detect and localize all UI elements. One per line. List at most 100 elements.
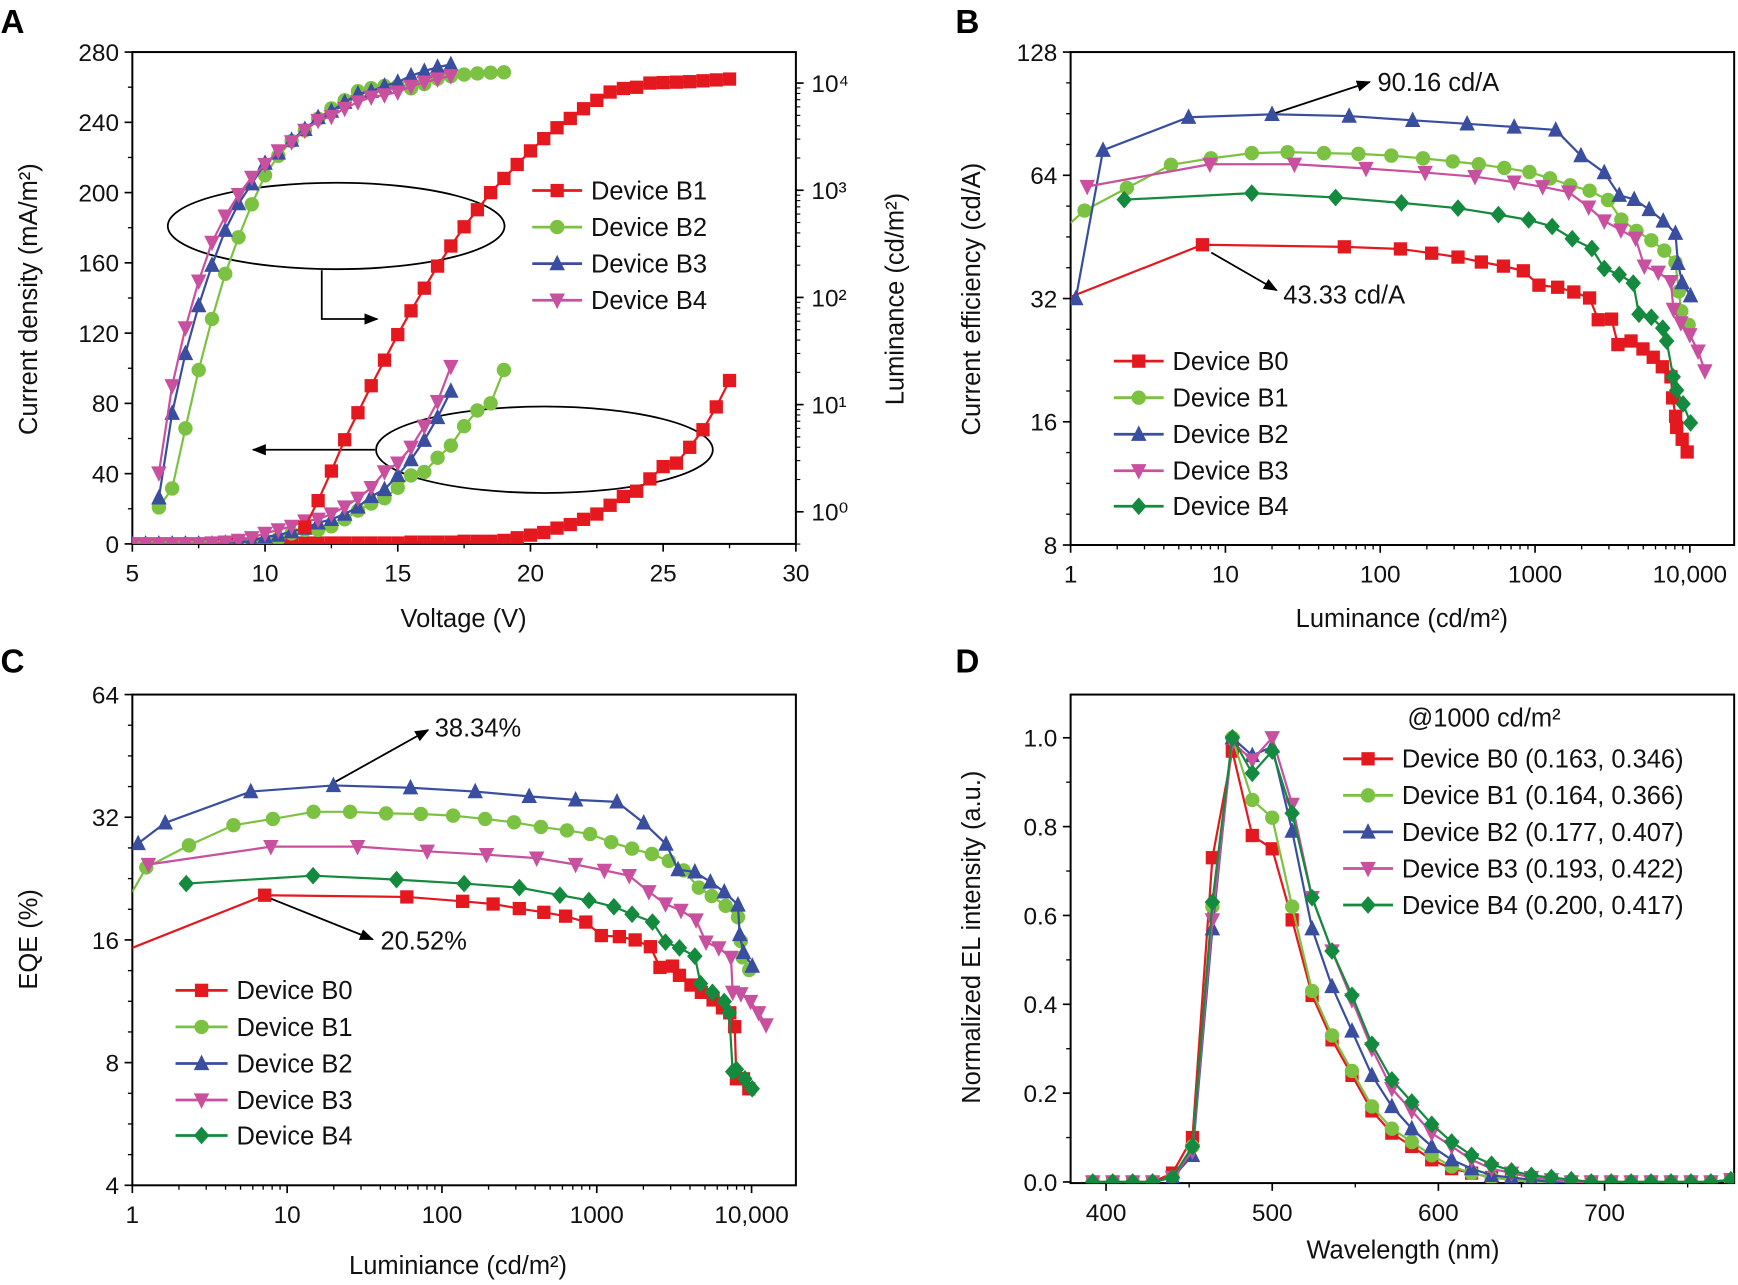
data-point	[1543, 1168, 1560, 1184]
data-point	[324, 464, 339, 478]
data-point	[391, 327, 405, 342]
data-point	[1344, 1022, 1360, 1038]
data-point	[657, 933, 674, 952]
legend-marker	[1131, 390, 1146, 405]
data-point	[413, 806, 429, 822]
data-point	[151, 537, 167, 544]
data-point	[1404, 1119, 1420, 1136]
legend-label: Device B3 (0.193, 0.422)	[1402, 855, 1684, 883]
data-point	[1324, 977, 1340, 994]
data-point	[657, 897, 674, 913]
data-point	[284, 537, 299, 544]
data-point	[1364, 1035, 1380, 1054]
legend-label: Device B1 (0.164, 0.366)	[1402, 782, 1684, 810]
data-point	[1596, 259, 1613, 278]
data-point	[1077, 203, 1092, 218]
data-point	[1643, 1173, 1659, 1184]
data-point	[1611, 186, 1628, 202]
legend-label: Device B3	[1173, 458, 1289, 486]
data-point	[403, 66, 419, 83]
data-point	[403, 440, 419, 457]
data-point	[1384, 1070, 1400, 1089]
data-point	[390, 480, 405, 495]
data-point	[404, 535, 418, 544]
y-tick-label: 0.0	[1023, 1170, 1057, 1197]
legend-label: Device B3	[236, 1087, 352, 1115]
data-point	[1344, 986, 1360, 1005]
data-point	[1506, 175, 1522, 191]
data-point	[1095, 141, 1111, 157]
data-point	[338, 536, 352, 544]
data-point	[1611, 337, 1625, 352]
data-point	[283, 135, 300, 151]
data-point	[1483, 1155, 1500, 1174]
data-point	[1600, 192, 1616, 208]
legend-label: Device B4	[1173, 493, 1289, 521]
data-point	[1613, 223, 1629, 240]
data-point	[1324, 942, 1340, 960]
data-point	[486, 897, 500, 911]
data-point	[151, 466, 167, 482]
data-point	[604, 834, 619, 850]
data-point	[550, 121, 564, 135]
data-point	[1358, 161, 1374, 178]
data-point	[683, 75, 697, 89]
data-point	[1591, 313, 1605, 327]
data-point	[1459, 114, 1475, 131]
y-right-tick-label: 10⁴	[811, 71, 849, 98]
data-point	[132, 537, 141, 544]
data-point	[621, 869, 637, 885]
data-point	[391, 536, 405, 544]
data-point	[1675, 432, 1689, 446]
data-point	[497, 533, 511, 544]
data-point	[730, 896, 746, 912]
legend-marker	[1360, 788, 1376, 803]
data-point	[669, 75, 684, 89]
y-axis-label: Current efficiency (cd/A)	[958, 163, 986, 436]
data-point	[177, 321, 194, 337]
data-point	[402, 778, 419, 795]
data-point	[669, 456, 684, 470]
legend-title: @1000 cd/m²	[1407, 705, 1560, 733]
data-point	[696, 74, 710, 88]
x-tick-label: 500	[1252, 1200, 1293, 1227]
data-point	[191, 362, 206, 378]
data-point	[1682, 328, 1698, 344]
x-tick-label: 5	[126, 561, 140, 588]
data-point	[1463, 1146, 1480, 1165]
data-point	[1624, 334, 1638, 348]
data-point	[137, 537, 154, 544]
data-point	[576, 102, 591, 116]
data-point	[244, 170, 260, 187]
data-point	[1520, 211, 1537, 229]
data-point	[523, 528, 538, 542]
data-point	[470, 403, 485, 418]
y-tick-label: 280	[78, 40, 119, 67]
data-point	[550, 521, 564, 535]
data-point	[364, 379, 378, 393]
legend-label: Device B2 (0.177, 0.407)	[1402, 819, 1684, 847]
data-point	[1337, 240, 1351, 254]
data-point	[1205, 851, 1220, 865]
data-point	[1164, 1168, 1181, 1184]
data-point	[1245, 828, 1259, 843]
data-point	[132, 834, 146, 851]
legend-marker	[549, 219, 565, 235]
data-point	[1364, 1066, 1380, 1083]
data-point	[484, 534, 498, 544]
data-point	[1404, 1104, 1420, 1120]
data-point	[1202, 157, 1218, 174]
data-point	[737, 1069, 753, 1088]
data-point	[1603, 1173, 1619, 1184]
data-point	[1582, 291, 1597, 305]
x-axis-label: Wavelength (nm)	[1306, 1236, 1499, 1264]
plot-frame	[1069, 693, 1736, 1185]
data-point	[704, 888, 719, 904]
data-point	[388, 870, 405, 889]
data-point	[1443, 1133, 1460, 1151]
data-point	[1667, 224, 1684, 240]
data-point	[711, 941, 727, 957]
data-point	[445, 808, 461, 823]
data-point	[671, 938, 688, 957]
